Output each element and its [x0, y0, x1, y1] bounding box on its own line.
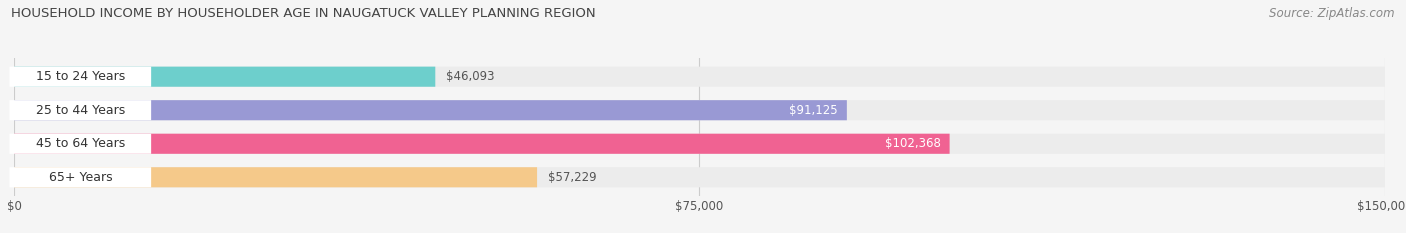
Text: Source: ZipAtlas.com: Source: ZipAtlas.com: [1270, 7, 1395, 20]
Text: HOUSEHOLD INCOME BY HOUSEHOLDER AGE IN NAUGATUCK VALLEY PLANNING REGION: HOUSEHOLD INCOME BY HOUSEHOLDER AGE IN N…: [11, 7, 596, 20]
Text: 65+ Years: 65+ Years: [48, 171, 112, 184]
Text: 45 to 64 Years: 45 to 64 Years: [35, 137, 125, 150]
FancyBboxPatch shape: [14, 67, 1385, 87]
Text: 25 to 44 Years: 25 to 44 Years: [35, 104, 125, 117]
FancyBboxPatch shape: [10, 167, 152, 187]
FancyBboxPatch shape: [14, 134, 949, 154]
FancyBboxPatch shape: [14, 100, 846, 120]
FancyBboxPatch shape: [10, 67, 152, 87]
FancyBboxPatch shape: [10, 100, 152, 120]
FancyBboxPatch shape: [14, 100, 1385, 120]
Text: $102,368: $102,368: [884, 137, 941, 150]
FancyBboxPatch shape: [14, 67, 436, 87]
Text: $57,229: $57,229: [548, 171, 596, 184]
Text: 15 to 24 Years: 15 to 24 Years: [35, 70, 125, 83]
Text: $91,125: $91,125: [789, 104, 838, 117]
FancyBboxPatch shape: [14, 167, 1385, 187]
FancyBboxPatch shape: [10, 134, 152, 154]
Text: $46,093: $46,093: [446, 70, 495, 83]
FancyBboxPatch shape: [14, 134, 1385, 154]
FancyBboxPatch shape: [14, 167, 537, 187]
